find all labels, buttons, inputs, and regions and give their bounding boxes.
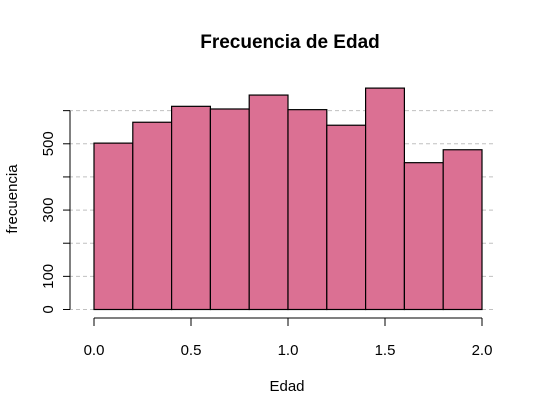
x-tick-label-1: 0.5 xyxy=(181,342,202,359)
x-tick-label-4: 2.0 xyxy=(472,342,493,359)
chart-title: Frecuencia de Edad xyxy=(200,32,380,53)
bar-2 xyxy=(171,105,212,311)
x-tick-label-3: 1.5 xyxy=(375,342,396,359)
bar-0 xyxy=(93,142,134,311)
bar-6 xyxy=(326,124,367,311)
bar-9 xyxy=(442,149,483,311)
x-tick-label-2: 1.0 xyxy=(278,342,299,359)
x-axis: 0.0 0.5 1.0 1.5 2.0 xyxy=(84,317,493,359)
bar-5 xyxy=(287,109,328,311)
bar-3 xyxy=(209,108,250,311)
y-tick-label-5: 500 xyxy=(40,131,57,156)
x-tick-label-0: 0.0 xyxy=(84,342,105,359)
y-tick-label-1: 100 xyxy=(40,264,57,289)
bar-7 xyxy=(365,87,406,311)
y-axis: 0 100 300 500 xyxy=(40,110,71,314)
x-axis-label: Edad xyxy=(269,378,304,395)
bars xyxy=(93,87,483,311)
y-tick-label-0: 0 xyxy=(40,305,57,313)
bar-8 xyxy=(403,162,444,311)
y-axis-label: frecuencia xyxy=(4,164,21,234)
bar-1 xyxy=(132,121,173,311)
bar-4 xyxy=(248,94,289,311)
y-tick-label-3: 300 xyxy=(40,198,57,223)
